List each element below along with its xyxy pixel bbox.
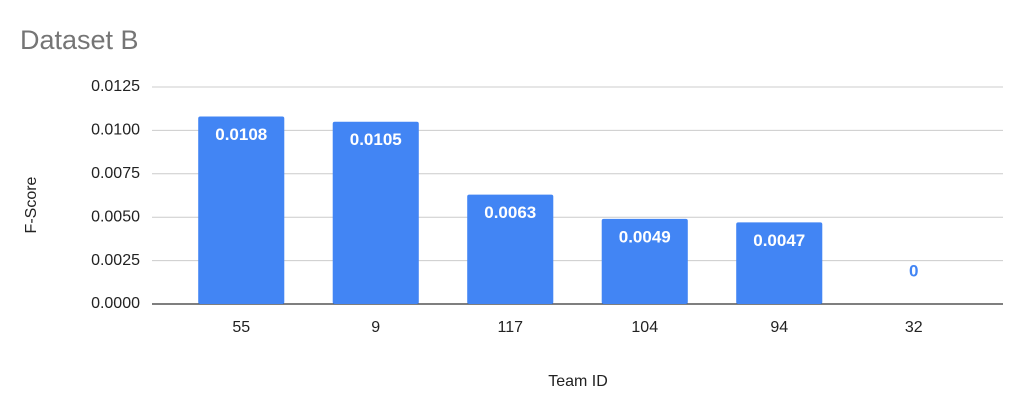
data-label: 0.0105 bbox=[350, 130, 402, 149]
y-tick-label: 0.0100 bbox=[91, 122, 140, 139]
bar bbox=[601, 218, 688, 304]
y-tick-label: 0.0025 bbox=[91, 252, 140, 269]
data-label: 0.0047 bbox=[753, 231, 805, 250]
x-tick-label: 117 bbox=[497, 319, 523, 336]
bar bbox=[198, 116, 285, 305]
bar bbox=[736, 222, 823, 304]
data-label: 0.0108 bbox=[215, 125, 267, 144]
x-tick-label: 9 bbox=[371, 319, 380, 336]
x-tick-label: 104 bbox=[631, 319, 658, 336]
x-tick-label: 94 bbox=[770, 319, 788, 336]
bar bbox=[467, 194, 554, 304]
x-tick-label: 55 bbox=[232, 319, 250, 336]
y-axis-label: F-Score bbox=[23, 176, 40, 233]
bar bbox=[332, 121, 419, 304]
data-label: 0.0049 bbox=[619, 227, 671, 246]
chart-title: Dataset B bbox=[20, 25, 139, 55]
y-tick-label: 0.0000 bbox=[91, 295, 140, 312]
data-label: 0 bbox=[909, 261, 918, 280]
data-label: 0.0063 bbox=[484, 203, 536, 222]
y-tick-label: 0.0125 bbox=[91, 78, 140, 95]
x-axis-label: Team ID bbox=[548, 373, 608, 390]
y-tick-label: 0.0075 bbox=[91, 165, 140, 182]
x-tick-label: 32 bbox=[905, 319, 923, 336]
y-tick-label: 0.0050 bbox=[91, 208, 140, 225]
